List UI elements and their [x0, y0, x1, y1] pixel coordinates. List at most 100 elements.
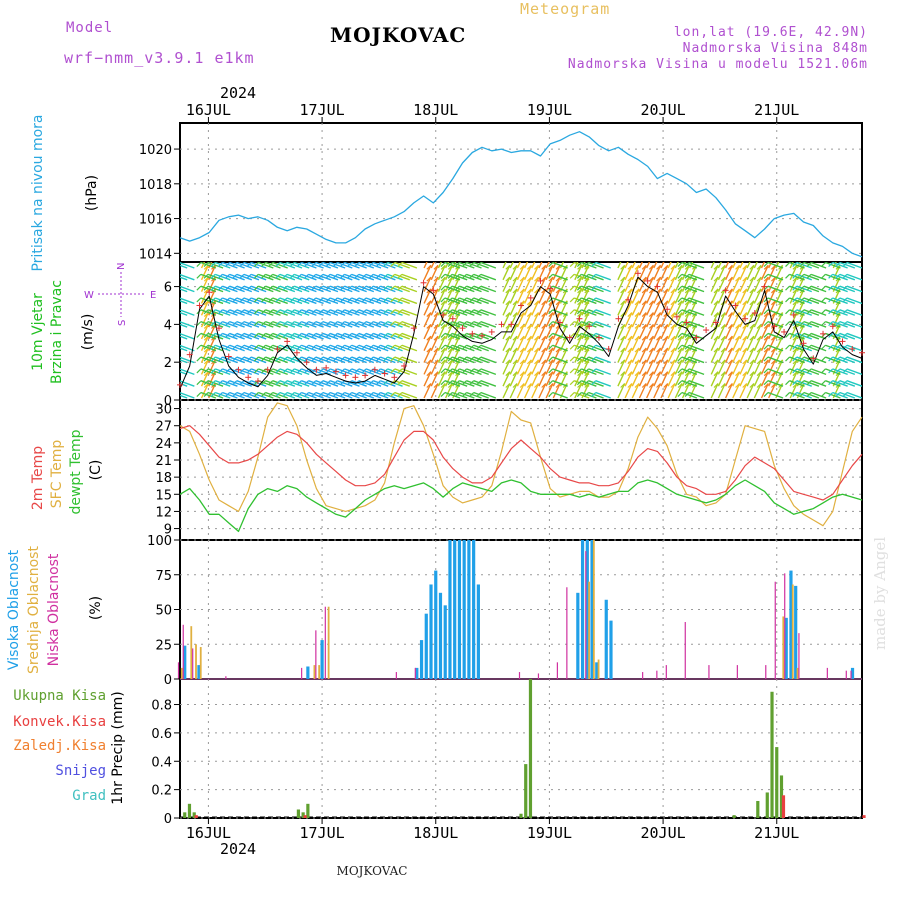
- wind-arrow-head: [325, 285, 331, 291]
- wind-arrow: [739, 312, 748, 328]
- wind-arrow-head: [447, 323, 453, 329]
- wind-arrow: [308, 273, 324, 281]
- wind-arrow: [272, 297, 288, 305]
- wind-arrow-head: [541, 312, 547, 318]
- wind-arrow-head: [426, 264, 432, 270]
- wind-arrow-head: [684, 380, 690, 386]
- wind-arrow: [710, 347, 719, 363]
- wind-arrow: [250, 332, 267, 340]
- wind-arrow-head: [225, 333, 230, 338]
- wind-arrow: [351, 320, 367, 328]
- wind-arrow-head: [505, 383, 511, 388]
- wind-arrow: [753, 347, 762, 363]
- wind-arrow: [480, 297, 497, 305]
- pressure-line: [179, 131, 863, 258]
- wind-arrow: [531, 265, 540, 281]
- wind-arrow-head: [304, 297, 309, 303]
- wind-arrow: [660, 265, 669, 281]
- wind-arrow: [337, 273, 353, 281]
- wind-arrow-head: [289, 356, 295, 362]
- wind-arrow: [322, 391, 339, 399]
- wind-arrow-head: [261, 344, 266, 350]
- wind-arrow: [229, 391, 245, 399]
- wind-arrow: [509, 288, 518, 304]
- wind-arrow-head: [541, 383, 547, 388]
- wind-arrow-head: [325, 368, 331, 374]
- wind-arrow-head: [462, 262, 467, 267]
- wind-arrow: [717, 288, 726, 304]
- compass-s: S: [117, 320, 128, 326]
- wind-arrow-head: [828, 392, 834, 397]
- wind-arrow-head: [663, 383, 669, 388]
- wind-arrow-head: [648, 359, 654, 365]
- wind-arrow-head: [512, 371, 518, 377]
- wind-arrow-head: [375, 297, 381, 303]
- wind-arrow-head: [390, 273, 396, 279]
- wind-arrow: [552, 276, 561, 292]
- cloud-unit: (%): [88, 596, 104, 620]
- wind-arrow: [301, 309, 317, 316]
- wind-arrow: [344, 391, 360, 399]
- wind-arrow-head: [203, 380, 209, 386]
- wind-arrow: [214, 391, 231, 399]
- cloud-bar: [784, 573, 786, 679]
- wind-arrow-head: [296, 333, 302, 338]
- wind-arrow: [760, 383, 769, 399]
- model-elevation-label: Nadmorska Visina u modelu 1521.06m: [567, 57, 868, 72]
- wind-arrow-head: [634, 347, 640, 353]
- wind-arrow-head: [253, 285, 259, 291]
- wind-arrow-head: [842, 356, 848, 362]
- wind-arrow: [329, 356, 346, 364]
- wind-arrow-head: [368, 333, 374, 338]
- wind-arrow-head: [275, 392, 281, 397]
- wind-arrow-head: [677, 371, 683, 377]
- wind-arrow: [638, 300, 647, 316]
- wind-arrow: [545, 359, 554, 375]
- wind-arrow: [437, 288, 446, 304]
- cloud-bar: [476, 584, 480, 679]
- wind-arrow: [180, 332, 195, 340]
- wind-arrow: [394, 262, 410, 269]
- wind-arrow: [789, 347, 798, 363]
- wind-arrow: [617, 265, 626, 281]
- wind-arrow: [329, 320, 346, 328]
- wind-arrow-head: [584, 344, 589, 350]
- wind-arrow: [258, 332, 274, 340]
- wind-arrow: [624, 288, 633, 304]
- wind-arrow-head: [569, 344, 575, 350]
- wind-arrow: [258, 391, 274, 399]
- wind-arrow-head: [232, 333, 238, 338]
- wind-arrow: [739, 335, 748, 352]
- wind-arrow: [674, 359, 683, 375]
- wind-arrow: [832, 344, 848, 352]
- wind-arrow-head: [332, 356, 338, 362]
- wind-arrow-head: [210, 321, 216, 327]
- wind-arrow: [387, 368, 403, 376]
- wind-arrow: [243, 273, 260, 281]
- station-title: MOJKOVAC: [330, 23, 467, 47]
- wind-arrow: [502, 288, 511, 304]
- wind-arrow-head: [792, 273, 798, 279]
- wind-arrow-head: [426, 371, 432, 377]
- wind-arrow-head: [577, 371, 583, 377]
- wind-arrow: [710, 288, 719, 304]
- precip-bar: [524, 764, 528, 818]
- wind-arrow: [250, 320, 267, 328]
- wind-arrow-head: [196, 356, 202, 362]
- wind-arrow-head: [756, 347, 762, 353]
- wind-arrow-head: [318, 356, 324, 362]
- wind-arrow: [638, 262, 644, 269]
- x-tick-label-bottom: 19JUL: [527, 824, 572, 842]
- wind-arrow: [688, 356, 705, 364]
- panel-frame-pressure: [179, 122, 863, 263]
- wind-arrow: [322, 297, 339, 305]
- wind-arrow-head: [641, 288, 647, 294]
- wind-arrow-head: [440, 335, 446, 341]
- wind-arrow: [739, 276, 748, 292]
- wind-arrow-head: [821, 309, 826, 315]
- wind-arrow: [574, 371, 583, 387]
- wind-arrow: [552, 262, 557, 269]
- wind-arrow-head: [390, 321, 396, 327]
- wind-arrow-head: [476, 368, 482, 374]
- wind-arrow: [337, 320, 353, 328]
